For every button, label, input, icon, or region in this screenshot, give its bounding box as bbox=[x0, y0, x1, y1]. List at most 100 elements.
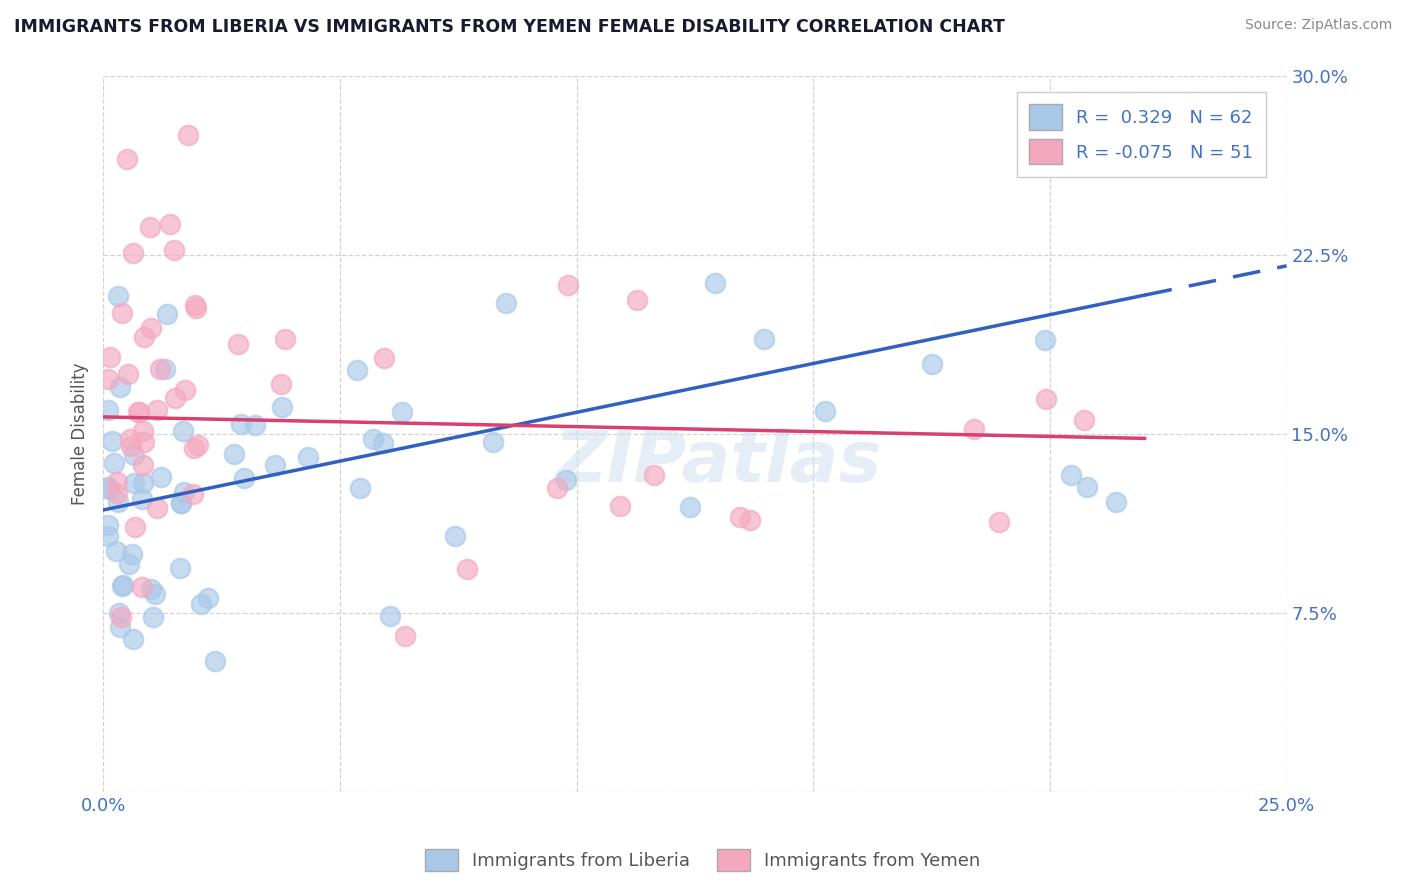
Point bbox=[1073, 413, 1095, 427]
Point bbox=[108, 606, 131, 620]
Point bbox=[105, 475, 128, 489]
Point bbox=[270, 400, 292, 414]
Point bbox=[270, 377, 292, 392]
Point bbox=[1035, 392, 1057, 407]
Point bbox=[97, 372, 120, 386]
Point bbox=[97, 482, 120, 496]
Point bbox=[132, 475, 155, 490]
Point bbox=[122, 448, 145, 462]
Point bbox=[232, 471, 254, 485]
Legend: Immigrants from Liberia, Immigrants from Yemen: Immigrants from Liberia, Immigrants from… bbox=[418, 842, 988, 879]
Point bbox=[183, 442, 205, 456]
Point bbox=[131, 580, 153, 594]
Point bbox=[373, 351, 395, 365]
Point bbox=[132, 434, 155, 449]
Point bbox=[128, 405, 150, 419]
Point bbox=[187, 438, 209, 452]
Point bbox=[274, 332, 297, 346]
Point bbox=[115, 152, 138, 166]
Point bbox=[163, 391, 186, 405]
Point bbox=[169, 561, 191, 575]
Point bbox=[97, 529, 120, 543]
Point bbox=[173, 484, 195, 499]
Point bbox=[111, 579, 134, 593]
Point bbox=[101, 434, 124, 448]
Point bbox=[204, 654, 226, 668]
Point bbox=[107, 486, 129, 500]
Point bbox=[132, 458, 155, 472]
Y-axis label: Female Disability: Female Disability bbox=[72, 362, 89, 505]
Point bbox=[394, 628, 416, 642]
Point bbox=[380, 608, 402, 623]
Point bbox=[643, 467, 665, 482]
Point bbox=[98, 351, 121, 365]
Point bbox=[122, 245, 145, 260]
Point bbox=[110, 610, 132, 624]
Point bbox=[117, 558, 139, 572]
Point bbox=[103, 456, 125, 470]
Point bbox=[349, 481, 371, 495]
Point bbox=[482, 434, 505, 449]
Point bbox=[131, 424, 153, 438]
Point bbox=[245, 417, 267, 432]
Point bbox=[963, 422, 986, 436]
Point bbox=[177, 128, 200, 143]
Point bbox=[127, 405, 149, 419]
Point bbox=[728, 509, 751, 524]
Point bbox=[183, 487, 205, 501]
Point bbox=[224, 447, 246, 461]
Point bbox=[110, 380, 132, 394]
Point bbox=[150, 470, 173, 484]
Point bbox=[143, 587, 166, 601]
Point bbox=[112, 577, 135, 591]
Text: Source: ZipAtlas.com: Source: ZipAtlas.com bbox=[1244, 18, 1392, 32]
Point bbox=[138, 220, 160, 235]
Point bbox=[554, 473, 576, 487]
Point bbox=[118, 432, 141, 446]
Point bbox=[263, 458, 285, 472]
Point bbox=[117, 368, 139, 382]
Point bbox=[122, 476, 145, 491]
Point bbox=[1033, 333, 1056, 347]
Point bbox=[557, 277, 579, 292]
Point bbox=[704, 277, 727, 291]
Point bbox=[361, 432, 384, 446]
Point bbox=[97, 403, 120, 417]
Point bbox=[609, 499, 631, 513]
Point bbox=[110, 306, 132, 320]
Point bbox=[1076, 480, 1098, 494]
Point bbox=[456, 562, 478, 576]
Point bbox=[346, 362, 368, 376]
Text: IMMIGRANTS FROM LIBERIA VS IMMIGRANTS FROM YEMEN FEMALE DISABILITY CORRELATION C: IMMIGRANTS FROM LIBERIA VS IMMIGRANTS FR… bbox=[14, 18, 1005, 36]
Point bbox=[987, 515, 1010, 529]
Point bbox=[149, 362, 172, 376]
Point bbox=[373, 436, 395, 450]
Point bbox=[142, 609, 165, 624]
Point bbox=[110, 620, 132, 634]
Point bbox=[190, 597, 212, 611]
Point bbox=[120, 439, 142, 453]
Point bbox=[121, 632, 143, 646]
Point bbox=[197, 591, 219, 605]
Point bbox=[146, 500, 169, 515]
Point bbox=[134, 330, 156, 344]
Point bbox=[1105, 495, 1128, 509]
Point bbox=[107, 289, 129, 303]
Point bbox=[226, 337, 249, 351]
Point bbox=[391, 405, 413, 419]
Point bbox=[814, 404, 837, 418]
Point bbox=[626, 293, 648, 307]
Point bbox=[121, 547, 143, 561]
Point bbox=[163, 243, 186, 257]
Point bbox=[170, 496, 193, 510]
Point bbox=[1059, 468, 1081, 483]
Point bbox=[184, 301, 207, 315]
Point bbox=[141, 582, 163, 596]
Point bbox=[172, 424, 194, 438]
Point bbox=[679, 500, 702, 514]
Point bbox=[97, 517, 120, 532]
Point bbox=[229, 417, 252, 431]
Point bbox=[740, 513, 762, 527]
Point bbox=[752, 332, 775, 346]
Point bbox=[174, 384, 197, 398]
